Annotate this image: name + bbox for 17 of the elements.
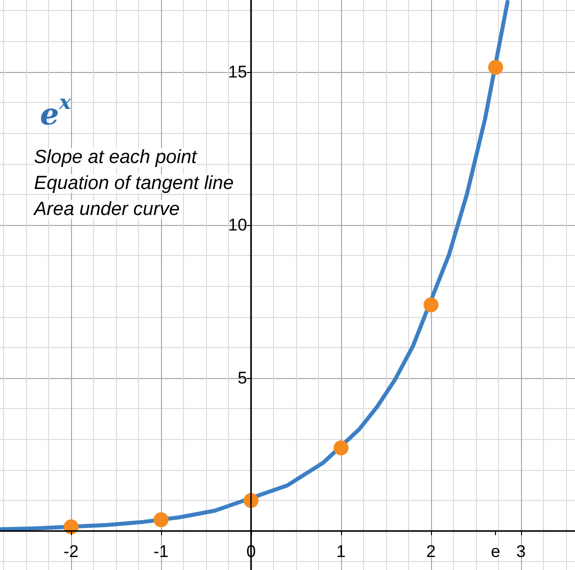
- point: [334, 440, 349, 456]
- point: [424, 297, 439, 312]
- point: [154, 512, 169, 528]
- x-tick-label: e: [490, 542, 500, 562]
- point: [488, 60, 504, 75]
- x-tick-label: 1: [336, 542, 346, 562]
- annotation: Equation of tangent line: [34, 173, 234, 194]
- annotation: Area under curve: [33, 199, 180, 220]
- y-tick-label: 15: [228, 62, 248, 82]
- x-tick-label: -2: [64, 542, 79, 562]
- x-tick-label: 3: [516, 542, 526, 562]
- line-series: [0, 0, 510, 532]
- y-tick-label: 5: [238, 368, 248, 388]
- x-tick-label: -1: [154, 542, 169, 562]
- y-tick-label: 10: [228, 216, 248, 234]
- annotation: Slope at each point: [34, 147, 198, 168]
- x-tick-label: 2: [426, 542, 436, 562]
